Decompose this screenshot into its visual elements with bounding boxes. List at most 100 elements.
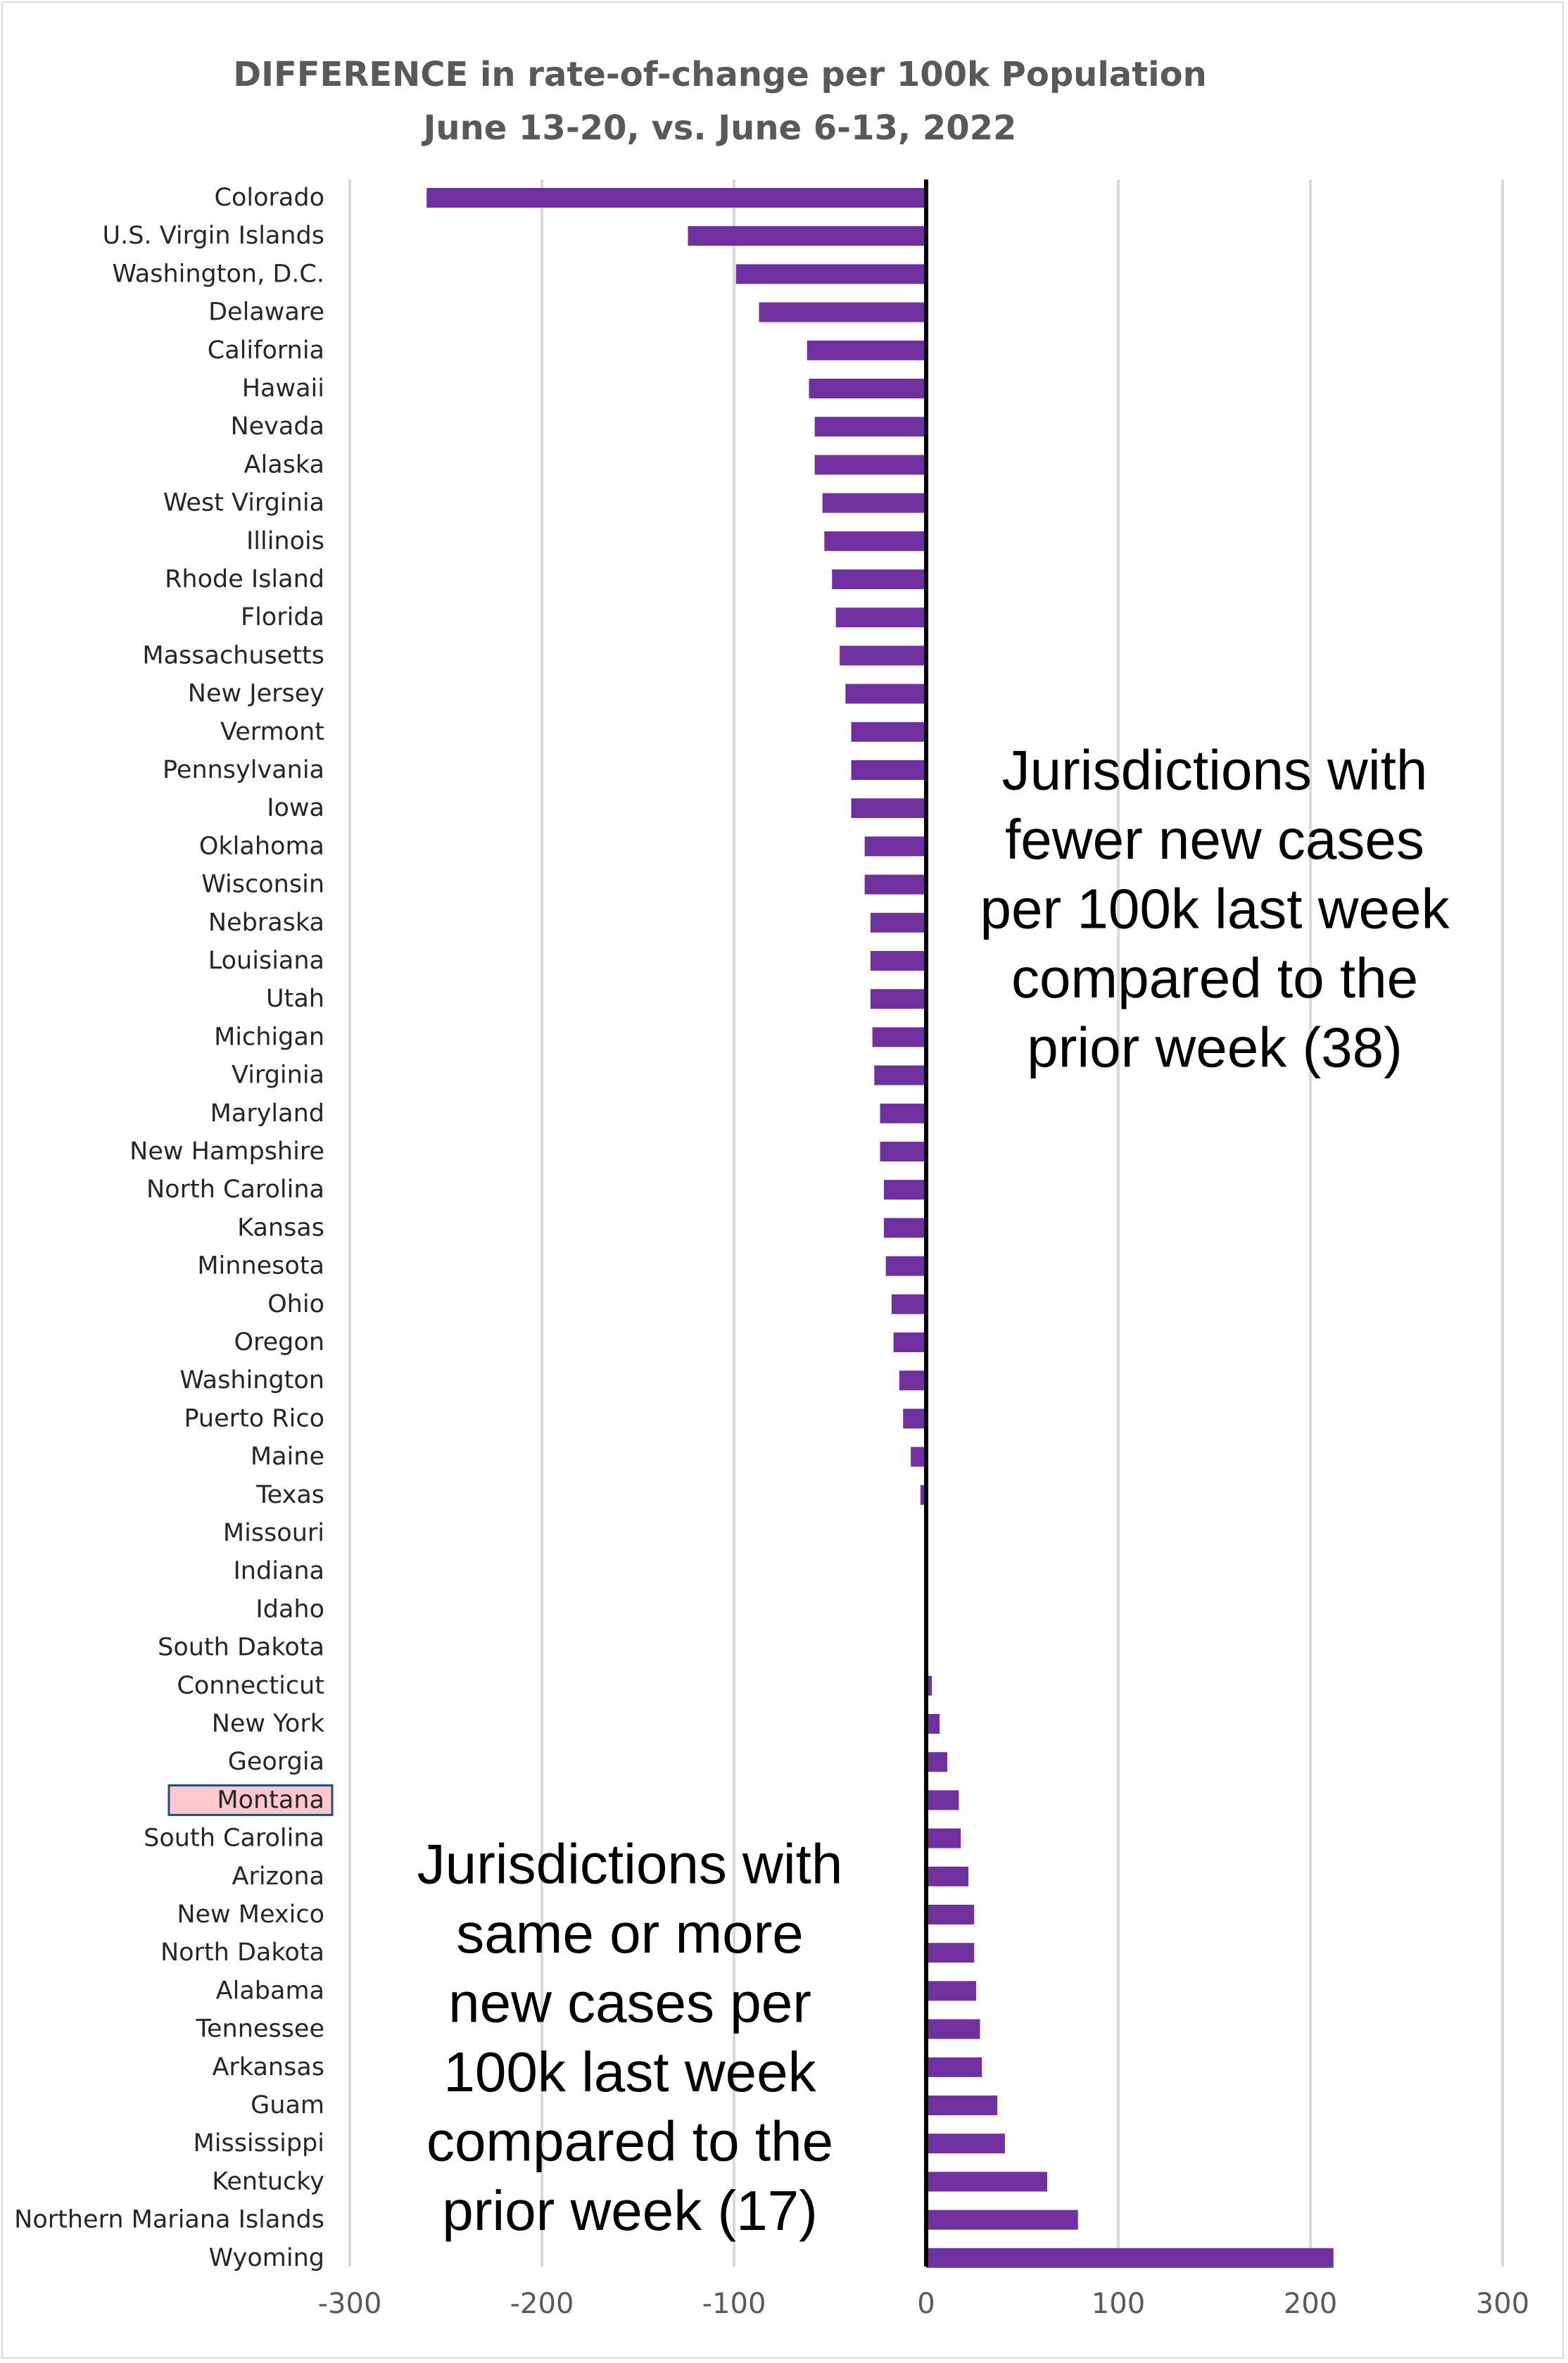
bar bbox=[735, 264, 926, 284]
bar bbox=[814, 455, 926, 475]
bar bbox=[926, 1790, 959, 1810]
bar bbox=[899, 1370, 926, 1391]
annotation-line: 100k last week bbox=[443, 2041, 816, 2103]
chart-title: DIFFERENCE in rate-of-change per 100k Po… bbox=[233, 55, 1207, 148]
category-label: Massachusetts bbox=[142, 641, 324, 669]
annotation-line: fewer new cases bbox=[1005, 808, 1424, 871]
category-label: U.S. Virgin Islands bbox=[103, 222, 325, 250]
category-label: Ohio bbox=[267, 1290, 324, 1318]
category-label: Michigan bbox=[214, 1023, 324, 1051]
category-label: New York bbox=[212, 1710, 325, 1738]
x-tick-label: -100 bbox=[702, 2288, 766, 2320]
x-tick-label: -300 bbox=[318, 2288, 382, 2320]
category-label: Montana bbox=[217, 1786, 324, 1814]
bar bbox=[835, 607, 926, 628]
annotation-line: Jurisdictions with bbox=[1002, 739, 1428, 802]
category-label: Arizona bbox=[232, 1863, 324, 1891]
bar bbox=[926, 1905, 975, 1924]
bar bbox=[864, 874, 926, 895]
bar bbox=[926, 2019, 980, 2039]
category-label: Guam bbox=[251, 2091, 324, 2119]
bar bbox=[903, 1409, 926, 1429]
bar bbox=[851, 760, 926, 780]
category-label: Oklahoma bbox=[199, 832, 324, 860]
category-label: Minnesota bbox=[197, 1252, 324, 1280]
bar bbox=[807, 340, 926, 360]
bar bbox=[926, 2096, 998, 2115]
bar bbox=[759, 302, 926, 322]
bar bbox=[885, 1256, 926, 1276]
bar bbox=[840, 645, 926, 666]
category-labels: Colorado U.S. Virgin Islands Washington, D… bbox=[14, 184, 334, 2272]
bar bbox=[824, 531, 926, 551]
category-label: Washington, D.C. bbox=[112, 260, 324, 288]
bar bbox=[893, 1332, 926, 1352]
category-label: New Mexico bbox=[177, 1901, 324, 1929]
bar bbox=[822, 493, 926, 513]
bars bbox=[426, 188, 1334, 2268]
bar bbox=[870, 912, 926, 933]
bar bbox=[880, 1103, 926, 1123]
bar bbox=[870, 951, 926, 971]
category-label: Alaska bbox=[244, 450, 324, 479]
bar bbox=[880, 1142, 926, 1161]
bar bbox=[926, 1752, 948, 1772]
bar bbox=[926, 1943, 975, 1963]
category-label: North Dakota bbox=[160, 1939, 324, 1967]
x-tick-label: -200 bbox=[510, 2288, 574, 2320]
category-label: Puerto Rico bbox=[184, 1404, 324, 1432]
annotation-line: Jurisdictions with bbox=[417, 1833, 843, 1896]
bar bbox=[874, 1065, 926, 1085]
annotation-line: compared to the bbox=[1011, 947, 1418, 1009]
category-label: Rhode Island bbox=[165, 565, 324, 593]
annotation-line: same or more bbox=[456, 1902, 803, 1965]
category-label: New Jersey bbox=[188, 680, 324, 708]
category-label: Connecticut bbox=[177, 1672, 324, 1700]
category-label: New Hampshire bbox=[129, 1138, 324, 1166]
bar bbox=[926, 1866, 969, 1886]
category-label: Utah bbox=[266, 985, 324, 1013]
chart-title-line: June 13-20, vs. June 6-13, 2022 bbox=[422, 108, 1017, 148]
x-tick-labels: -300 -200 -100 0 100 200 300 bbox=[318, 2288, 1530, 2320]
bar bbox=[891, 1294, 926, 1314]
bar bbox=[426, 188, 926, 208]
category-label: Washington bbox=[179, 1366, 324, 1394]
bar bbox=[851, 721, 926, 742]
bar bbox=[688, 226, 926, 246]
category-label: Mississippi bbox=[194, 2129, 324, 2157]
category-label: South Dakota bbox=[158, 1634, 324, 1662]
category-label: Indiana bbox=[233, 1557, 324, 1585]
category-label: Texas bbox=[255, 1481, 324, 1509]
bar bbox=[870, 989, 926, 1009]
category-label: Kansas bbox=[237, 1214, 324, 1242]
category-label: Hawaii bbox=[242, 374, 324, 403]
category-label: Tennessee bbox=[196, 2015, 324, 2043]
annotation-line: prior week (17) bbox=[442, 2179, 818, 2242]
category-label: Alabama bbox=[216, 1977, 324, 2005]
category-label: Maine bbox=[251, 1443, 324, 1471]
bar bbox=[926, 2134, 1005, 2154]
x-tick-label: 100 bbox=[1092, 2288, 1145, 2320]
category-label: Iowa bbox=[267, 794, 324, 822]
annotation-line: compared to the bbox=[426, 2110, 833, 2173]
category-label: South Carolina bbox=[144, 1825, 324, 1853]
category-label: Georgia bbox=[228, 1748, 324, 1776]
gridlines bbox=[348, 179, 1504, 2267]
bar bbox=[926, 2172, 1047, 2192]
category-label: West Virginia bbox=[163, 489, 324, 517]
category-label: Nebraska bbox=[208, 909, 324, 937]
bar bbox=[814, 417, 926, 437]
category-label: Maryland bbox=[210, 1099, 324, 1128]
bar bbox=[845, 683, 926, 704]
bar bbox=[883, 1218, 926, 1238]
category-label: Delaware bbox=[208, 298, 324, 327]
bar bbox=[864, 836, 926, 857]
annotation-line: prior week (38) bbox=[1027, 1016, 1403, 1079]
category-label: Vermont bbox=[220, 718, 324, 746]
category-label: Wisconsin bbox=[201, 871, 324, 899]
bar bbox=[926, 2248, 1334, 2268]
